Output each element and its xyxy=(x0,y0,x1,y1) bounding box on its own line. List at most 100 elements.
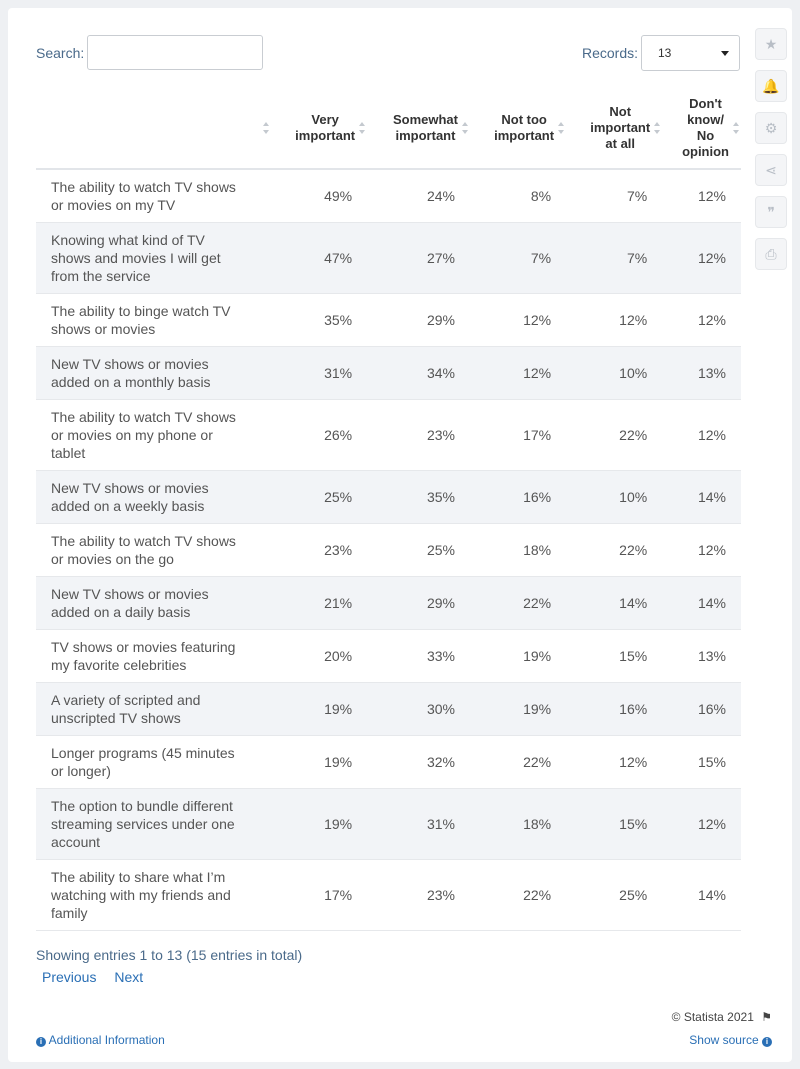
header-line: No xyxy=(696,128,715,143)
sort-icon[interactable] xyxy=(263,121,269,135)
table-row: TV shows or movies featuring my favorite … xyxy=(36,629,741,683)
cell-value: 35% xyxy=(367,470,470,524)
row-label: The ability to binge watch TV shows or mo… xyxy=(36,293,271,347)
row-label-line: unscripted TV shows xyxy=(51,709,181,726)
info-icon: i xyxy=(762,1037,772,1047)
header-line: know/ xyxy=(687,112,724,127)
previous-link[interactable]: Previous xyxy=(42,969,97,985)
flag-icon[interactable]: ⚑ xyxy=(761,1010,772,1024)
header-line: important xyxy=(295,128,356,143)
cell-value: 15% xyxy=(566,788,663,860)
table-row: Knowing what kind of TV shows and movies … xyxy=(36,222,741,294)
row-label: TV shows or movies featuring my favorite … xyxy=(36,629,271,683)
cell-value: 24% xyxy=(367,169,470,223)
show-source-label: Show source xyxy=(689,1033,759,1047)
column-header-1[interactable]: Very important xyxy=(271,88,368,170)
sort-icon[interactable] xyxy=(461,121,468,135)
data-table: Very important Somewhat important Not too imp… xyxy=(36,88,741,931)
cell-value: 12% xyxy=(662,222,741,294)
column-header-2[interactable]: Somewhat important xyxy=(367,88,470,170)
row-label-line: added on a weekly basis xyxy=(51,497,205,514)
cell-value: 32% xyxy=(367,735,470,789)
share-button[interactable]: ⋖ xyxy=(755,154,787,186)
cell-value: 22% xyxy=(566,399,663,471)
quote-button[interactable]: ❞ xyxy=(755,196,787,228)
next-link[interactable]: Next xyxy=(114,969,144,985)
print-icon: ⎙ xyxy=(765,245,777,262)
table-row: The ability to binge watch TV shows or mo… xyxy=(36,293,741,347)
cell-value: 14% xyxy=(662,470,741,524)
bell-button[interactable]: 🔔 xyxy=(755,70,787,102)
cell-value: 15% xyxy=(566,629,663,683)
column-header-label: Somewhat important xyxy=(393,112,458,144)
cell-value: 47% xyxy=(271,222,368,294)
cell-value: 31% xyxy=(367,788,470,860)
column-header-0[interactable] xyxy=(36,88,271,170)
cell-value: 25% xyxy=(367,523,470,577)
additional-information-label: Additional Information xyxy=(48,1033,165,1047)
table-row: The option to bundle different streaming … xyxy=(36,788,741,860)
cell-value: 12% xyxy=(662,788,741,860)
cell-value: 12% xyxy=(662,399,741,471)
sort-icon[interactable] xyxy=(359,121,366,135)
copyright-text: © Statista 2021 xyxy=(671,1010,754,1024)
table-row: New TV shows or movies added on a daily b… xyxy=(36,576,741,630)
table-row: A variety of scripted and unscripted TV s… xyxy=(36,682,741,736)
table-row: New TV shows or movies added on a weekly … xyxy=(36,470,741,524)
cell-value: 7% xyxy=(469,222,567,294)
star-button[interactable]: ★ xyxy=(755,28,787,60)
cell-value: 17% xyxy=(469,399,567,471)
show-source-link[interactable]: Show source i xyxy=(689,1033,772,1047)
table-row: The ability to watch TV shows or movies o… xyxy=(36,523,741,577)
cell-value: 22% xyxy=(469,576,567,630)
row-label: The option to bundle different streaming … xyxy=(36,788,271,860)
additional-information-link[interactable]: i Additional Information xyxy=(36,1033,165,1047)
sort-icon[interactable] xyxy=(558,121,565,135)
cell-value: 25% xyxy=(566,859,663,931)
header-line: Not too xyxy=(501,112,547,127)
row-label-line: or longer) xyxy=(51,762,111,779)
header-line: Very xyxy=(311,112,339,127)
records-select[interactable]: 13 xyxy=(641,35,740,71)
cell-value: 49% xyxy=(271,169,368,223)
caret-down-icon xyxy=(721,51,729,56)
cell-value: 17% xyxy=(271,859,368,931)
cell-value: 16% xyxy=(469,470,567,524)
cell-value: 12% xyxy=(662,523,741,577)
row-label-line: streaming services under one xyxy=(51,815,235,832)
cell-value: 13% xyxy=(662,346,741,400)
row-label-line: The ability to watch TV shows xyxy=(51,408,236,425)
cell-value: 34% xyxy=(367,346,470,400)
row-label-line: Longer programs (45 minutes xyxy=(51,744,235,761)
sort-icon[interactable] xyxy=(654,121,661,135)
search-input[interactable] xyxy=(87,35,263,70)
row-label-line: account xyxy=(51,833,101,850)
row-label: Knowing what kind of TV shows and movies … xyxy=(36,222,271,294)
search-label: Search: xyxy=(36,45,85,61)
row-label-line: TV shows or movies featuring xyxy=(51,638,236,655)
cell-value: 12% xyxy=(469,293,567,347)
cell-value: 8% xyxy=(469,169,567,223)
gear-button[interactable]: ⚙ xyxy=(755,112,787,144)
print-button[interactable]: ⎙ xyxy=(755,238,787,270)
column-header-3[interactable]: Not too important xyxy=(469,88,567,170)
row-label-line: or movies on my phone or xyxy=(51,426,213,443)
column-header-4[interactable]: Not important at all xyxy=(566,88,663,170)
sort-icon[interactable] xyxy=(733,121,739,135)
row-label: The ability to watch TV shows or movies o… xyxy=(36,399,271,471)
header-line: important xyxy=(395,128,456,143)
row-label: The ability to watch TV shows or movies o… xyxy=(36,169,271,223)
column-header-label: Very important xyxy=(295,112,355,144)
cell-value: 33% xyxy=(367,629,470,683)
info-icon: i xyxy=(36,1037,46,1047)
row-label-line: The ability to binge watch TV xyxy=(51,302,231,319)
quote-icon: ❞ xyxy=(767,203,775,220)
cell-value: 19% xyxy=(271,735,368,789)
cell-value: 7% xyxy=(566,222,663,294)
header-line: Somewhat xyxy=(392,112,458,127)
row-label-line: The option to bundle different xyxy=(51,797,233,814)
column-header-5[interactable]: Don't know/No opinion xyxy=(662,88,741,170)
row-label: The ability to share what I’m watching wi… xyxy=(36,859,271,931)
cell-value: 12% xyxy=(566,293,663,347)
header-line: Not xyxy=(609,104,632,119)
